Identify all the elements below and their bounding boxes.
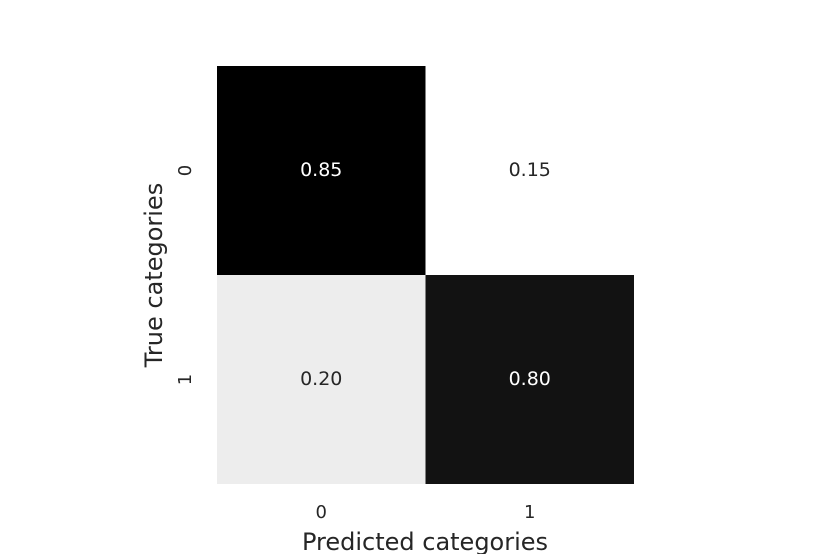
cell-value-label: 0.20 (300, 368, 342, 390)
cell-value-label: 0.15 (509, 159, 551, 181)
heatmap-cell (217, 66, 426, 275)
heatmap-cell (425, 66, 634, 275)
cell-value-label: 0.85 (300, 159, 342, 181)
heatmap-cell (217, 275, 426, 484)
cell-value-label: 0.80 (509, 368, 551, 390)
heatmap-cell (425, 275, 634, 484)
y-axis-label: True categories (140, 183, 168, 368)
x-tick-label: 0 (316, 502, 327, 523)
x-tick-label: 1 (524, 502, 535, 523)
y-tick-label: 0 (175, 165, 196, 176)
x-axis-label: Predicted categories (302, 528, 548, 554)
y-tick-label: 1 (175, 374, 196, 385)
